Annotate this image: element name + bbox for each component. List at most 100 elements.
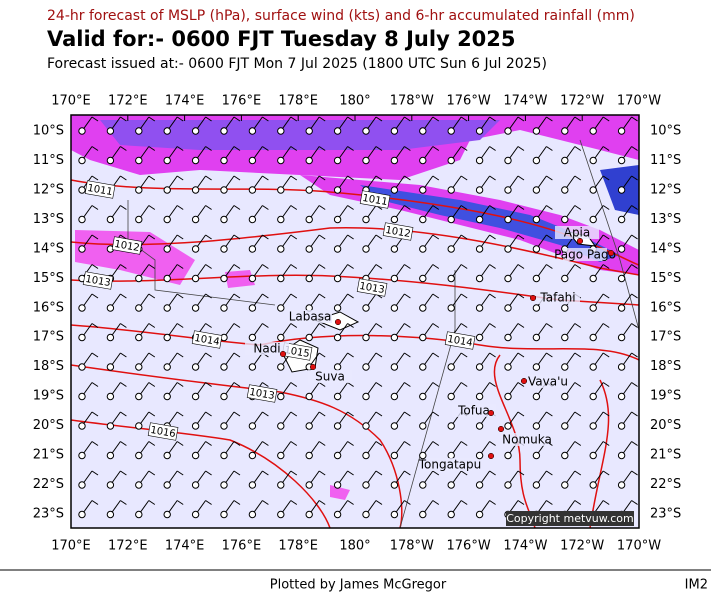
barb xyxy=(91,441,99,446)
barb xyxy=(347,264,354,269)
barb-station xyxy=(561,481,569,489)
barb xyxy=(489,293,496,299)
barb xyxy=(233,411,241,417)
barb-station xyxy=(305,186,313,194)
barb xyxy=(517,175,525,181)
barb xyxy=(432,116,440,122)
barb xyxy=(205,411,212,417)
barb xyxy=(404,175,411,181)
lat-label: 18°S xyxy=(33,359,64,374)
barb xyxy=(148,205,156,210)
barb xyxy=(347,234,354,240)
barb xyxy=(631,352,638,358)
barb-station xyxy=(191,304,200,312)
barb xyxy=(602,323,610,328)
barb-station xyxy=(106,422,115,430)
barb xyxy=(120,146,127,151)
barb xyxy=(460,175,468,181)
barb-station xyxy=(504,186,512,194)
place-label: Nadi xyxy=(253,342,280,356)
barb-station xyxy=(163,392,171,401)
barb xyxy=(489,146,496,151)
barb xyxy=(432,352,440,358)
barb-station xyxy=(277,422,285,430)
barb-station xyxy=(504,363,512,371)
barb xyxy=(574,352,582,358)
barb-station xyxy=(191,422,200,430)
barb xyxy=(290,116,298,122)
barb-station xyxy=(163,245,171,253)
barb-station xyxy=(333,510,342,519)
barb xyxy=(631,500,638,505)
barb-station xyxy=(390,274,399,283)
barb-station xyxy=(589,451,597,460)
barb xyxy=(176,441,184,446)
barb xyxy=(233,234,241,240)
barb xyxy=(546,352,553,358)
barb xyxy=(574,470,582,476)
barb-station xyxy=(305,245,313,253)
barb-station xyxy=(163,127,171,135)
barb xyxy=(574,382,582,387)
barb xyxy=(205,470,212,476)
barb xyxy=(91,146,99,151)
barb-station xyxy=(617,245,626,253)
lon-label: 178°E xyxy=(278,94,318,109)
lon-label: 176°E xyxy=(222,94,262,109)
barb-station xyxy=(561,127,569,135)
barb-station xyxy=(191,186,200,194)
barb xyxy=(148,293,156,299)
barb-station xyxy=(532,451,541,460)
barb xyxy=(205,146,212,151)
barb-station xyxy=(220,481,228,489)
barb-station xyxy=(333,215,342,224)
lat-label: 23°S xyxy=(33,506,64,521)
barb-station xyxy=(191,156,200,165)
barb xyxy=(233,470,241,476)
barb xyxy=(176,146,184,151)
barb-station xyxy=(333,451,342,460)
barb xyxy=(290,264,298,269)
barb-station xyxy=(362,392,370,401)
barb-station xyxy=(447,156,455,165)
isobar-label-box xyxy=(382,222,414,241)
barb xyxy=(262,500,269,505)
barb xyxy=(631,234,638,240)
barb-station xyxy=(106,156,115,165)
barb-station xyxy=(78,363,86,371)
barb xyxy=(347,411,354,417)
barb xyxy=(574,411,582,417)
barb xyxy=(148,441,156,446)
barb xyxy=(205,293,212,299)
barb xyxy=(120,116,127,122)
barb xyxy=(546,323,553,328)
barb xyxy=(233,441,241,446)
barb xyxy=(318,382,326,387)
lat-label: 15°S xyxy=(33,271,64,286)
barb-station xyxy=(390,451,399,460)
barb xyxy=(404,500,411,505)
barb xyxy=(489,470,496,476)
barb-station xyxy=(163,274,171,283)
barb xyxy=(91,323,99,328)
barb xyxy=(404,323,411,328)
barb-station xyxy=(277,363,285,371)
barb-station xyxy=(532,392,541,401)
lon-label: 172°E xyxy=(108,539,148,554)
barb-station xyxy=(532,127,541,135)
barb-station xyxy=(135,451,143,460)
barb-station xyxy=(419,392,427,401)
lat-label: 15°S xyxy=(650,271,681,286)
barb xyxy=(460,205,468,210)
barb-station xyxy=(617,186,626,194)
barb xyxy=(290,175,298,181)
lon-label: 178°W xyxy=(390,94,434,109)
barb xyxy=(546,264,553,269)
barb-station xyxy=(390,304,399,312)
barb-station xyxy=(163,333,171,342)
barb-station xyxy=(106,481,115,489)
isobar-label: 1014 xyxy=(446,334,473,349)
barb xyxy=(91,175,99,181)
barb xyxy=(489,175,496,181)
barb xyxy=(602,382,610,387)
